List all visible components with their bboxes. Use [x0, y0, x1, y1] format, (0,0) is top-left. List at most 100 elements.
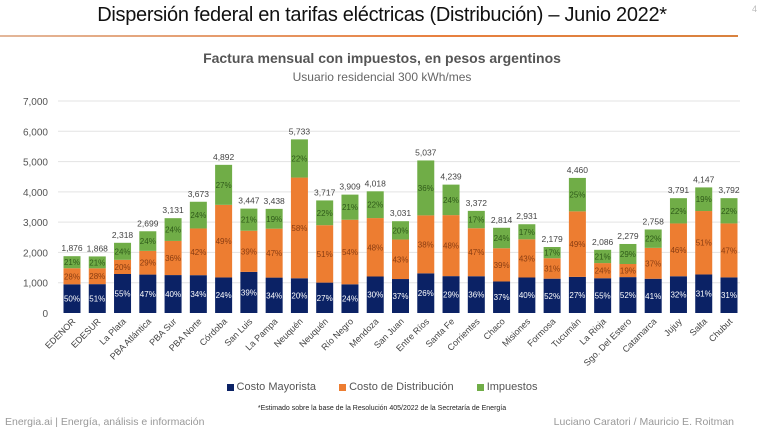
- segment-percent-label: 27%: [317, 294, 333, 303]
- segment-percent-label: 17%: [544, 249, 560, 258]
- segment-percent-label: 47%: [266, 249, 282, 258]
- segment-percent-label: 22%: [670, 207, 686, 216]
- segment-percent-label: 25%: [569, 191, 585, 200]
- segment-percent-label: 29%: [443, 291, 459, 300]
- legend-swatch: [226, 383, 234, 391]
- bar-segment: [88, 284, 106, 313]
- total-label: 3,792: [718, 185, 740, 195]
- segment-percent-label: 22%: [721, 207, 737, 216]
- total-label: 2,699: [137, 218, 159, 228]
- segment-percent-label: 50%: [64, 295, 80, 304]
- segment-percent-label: 46%: [670, 246, 686, 255]
- bar-segment: [290, 177, 308, 279]
- segment-percent-label: 47%: [468, 248, 484, 257]
- segment-percent-label: 24%: [494, 234, 510, 243]
- bar-segment: [493, 281, 511, 313]
- bar-segment: [316, 200, 334, 226]
- bar-segment: [568, 276, 586, 313]
- bar-segment: [139, 274, 157, 313]
- legend-item-distribucion: Costo de Distribución: [339, 381, 454, 393]
- segment-percent-label: 47%: [140, 290, 156, 299]
- bar-segment: [215, 277, 233, 313]
- segment-percent-label: 24%: [216, 291, 232, 300]
- y-tick-label: 5,000: [23, 158, 48, 169]
- bar-segment: [63, 256, 81, 269]
- bar-segment: [316, 282, 334, 313]
- x-tick-label: Chubut: [707, 316, 735, 344]
- segment-percent-label: 58%: [291, 224, 307, 233]
- bar-segment: [366, 276, 384, 313]
- segment-percent-label: 43%: [519, 254, 535, 263]
- bar-segment: [417, 160, 435, 216]
- bar-segment: [720, 277, 738, 313]
- total-label: 3,031: [390, 208, 412, 218]
- bar-segment: [467, 276, 485, 313]
- segment-percent-label: 47%: [721, 246, 737, 255]
- bar-segment: [63, 284, 81, 313]
- legend-item-impuestos: Impuestos: [476, 381, 537, 393]
- bar-segment: [669, 276, 687, 313]
- bar-segment: [392, 279, 409, 313]
- segment-percent-label: 22%: [645, 235, 661, 244]
- total-label: 2,814: [491, 215, 513, 225]
- bar-segment: [493, 227, 511, 249]
- segment-percent-label: 20%: [115, 263, 131, 272]
- total-label: 2,086: [592, 237, 614, 247]
- legend-swatch: [476, 383, 484, 391]
- bar-segment: [467, 210, 485, 229]
- bar-segment: [594, 263, 612, 279]
- bar-segment: [114, 242, 132, 260]
- segment-percent-label: 21%: [241, 216, 257, 225]
- bar-segment: [290, 278, 308, 313]
- segment-percent-label: 34%: [190, 290, 206, 299]
- total-label: 3,791: [668, 185, 690, 195]
- total-label: 3,131: [162, 205, 184, 215]
- segment-percent-label: 21%: [595, 252, 611, 261]
- segment-percent-label: 20%: [291, 292, 307, 301]
- bar-segment: [594, 249, 612, 264]
- segment-percent-label: 27%: [569, 291, 585, 300]
- segment-percent-label: 24%: [595, 267, 611, 276]
- footer-left: Energia.ai | Energía, análisis e informa…: [5, 416, 205, 428]
- bar-segment: [88, 268, 106, 285]
- segment-percent-label: 32%: [670, 291, 686, 300]
- bar-segment: [467, 228, 485, 277]
- chart-subtitle: Usuario residencial 300 kWh/mes: [292, 70, 472, 84]
- segment-percent-label: 40%: [165, 290, 181, 299]
- total-label: 5,733: [289, 126, 311, 136]
- total-label: 3,372: [466, 198, 488, 208]
- bar-segment: [543, 278, 561, 313]
- bar-segment: [669, 198, 687, 224]
- bar-segment: [114, 273, 132, 313]
- bar-segment: [568, 211, 586, 277]
- legend-label: Costo Mayorista: [236, 381, 317, 393]
- segment-percent-label: 49%: [216, 237, 232, 246]
- bar-segment: [518, 277, 536, 313]
- bar-segment: [392, 221, 409, 240]
- segment-percent-label: 37%: [645, 259, 661, 268]
- segment-percent-label: 52%: [620, 291, 636, 300]
- total-label: 3,909: [339, 182, 361, 192]
- legend-item-mayorista: Costo Mayorista: [226, 381, 317, 393]
- bar-segment: [240, 230, 258, 272]
- bar-segment: [164, 218, 182, 241]
- bar-segment: [518, 239, 536, 278]
- total-label: 4,018: [365, 178, 387, 188]
- bar-segment: [720, 223, 738, 278]
- bar-segment: [290, 139, 308, 178]
- segment-percent-label: 21%: [64, 258, 80, 267]
- segment-percent-label: 29%: [620, 250, 636, 259]
- segment-percent-label: 55%: [115, 289, 131, 298]
- segment-percent-label: 36%: [468, 291, 484, 300]
- bar-segment: [720, 198, 738, 224]
- y-tick-label: 1,000: [23, 279, 48, 290]
- segment-percent-label: 17%: [519, 228, 535, 237]
- total-label: 4,460: [567, 165, 589, 175]
- footer-right: Luciano Caratori / Mauricio E. Roitman: [553, 416, 734, 428]
- bar-segment: [669, 223, 687, 277]
- bar-segment: [240, 271, 258, 313]
- page-number: 4: [752, 4, 758, 14]
- bar-segment: [518, 224, 536, 240]
- bar-segment: [644, 247, 662, 279]
- y-tick-label: 6,000: [23, 127, 48, 138]
